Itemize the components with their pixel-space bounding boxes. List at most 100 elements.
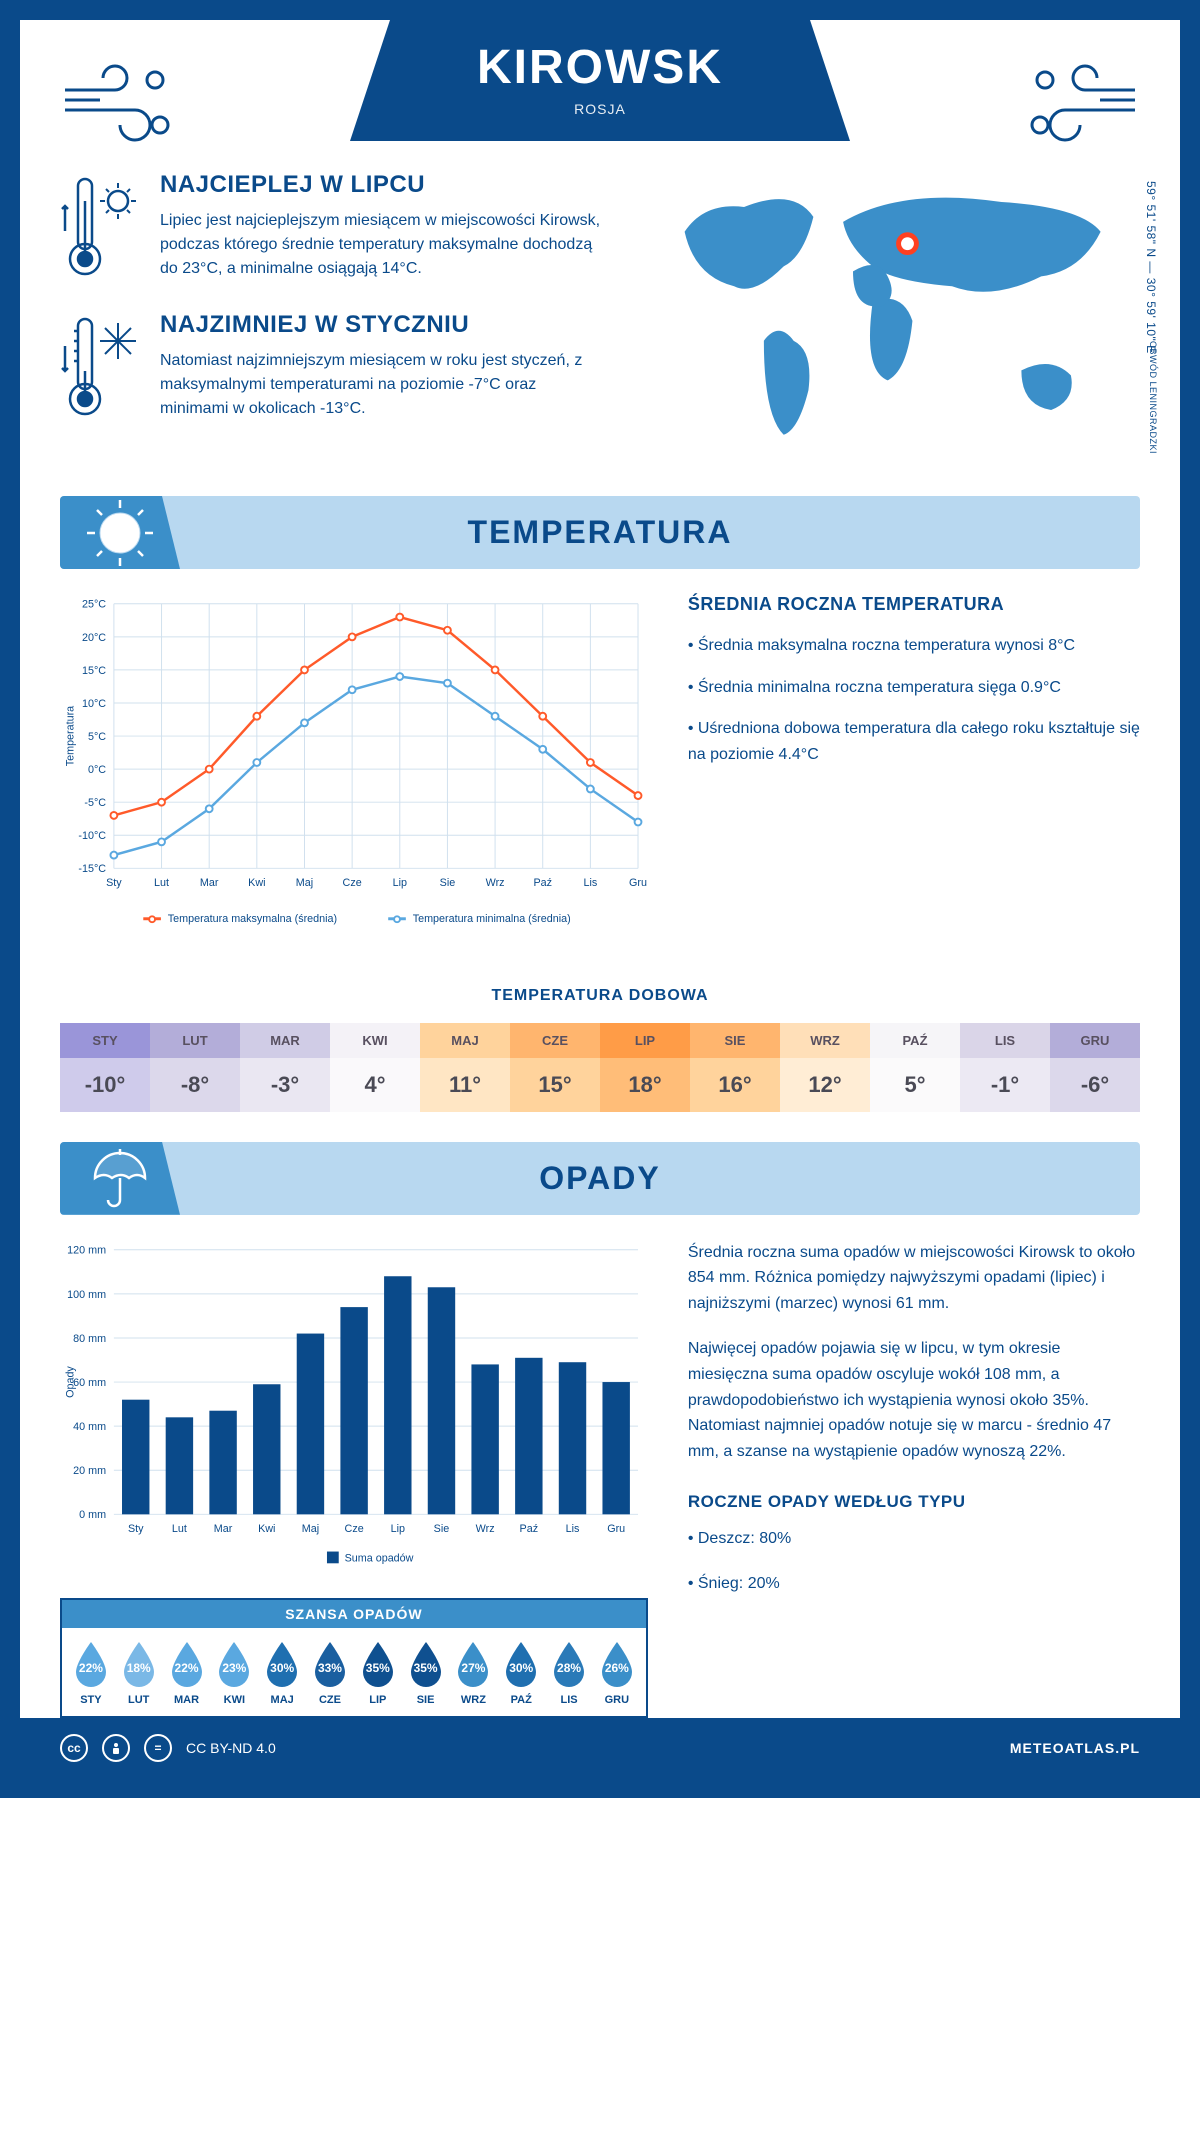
svg-text:Kwi: Kwi bbox=[258, 1523, 275, 1535]
precip-p1: Średnia roczna suma opadów w miejscowośc… bbox=[688, 1240, 1140, 1317]
svg-text:80 mm: 80 mm bbox=[73, 1333, 106, 1345]
svg-text:-15°C: -15°C bbox=[78, 863, 106, 875]
daily-cell: PAŹ5° bbox=[870, 1023, 960, 1112]
daily-cell: LIP18° bbox=[600, 1023, 690, 1112]
svg-text:120 mm: 120 mm bbox=[67, 1244, 106, 1256]
chance-cell: 28%LIS bbox=[546, 1640, 592, 1706]
svg-text:0 mm: 0 mm bbox=[79, 1509, 106, 1521]
svg-text:Wrz: Wrz bbox=[476, 1523, 495, 1535]
svg-text:Lut: Lut bbox=[154, 877, 169, 889]
umbrella-icon bbox=[85, 1143, 155, 1213]
svg-text:Gru: Gru bbox=[607, 1523, 625, 1535]
daily-cell: LIS-1° bbox=[960, 1023, 1050, 1112]
svg-text:Wrz: Wrz bbox=[486, 877, 505, 889]
svg-text:20°C: 20°C bbox=[82, 632, 106, 644]
svg-text:Suma opadów: Suma opadów bbox=[345, 1552, 414, 1564]
daily-cell: CZE15° bbox=[510, 1023, 600, 1112]
thermometer-snow-icon bbox=[60, 311, 140, 421]
svg-text:100 mm: 100 mm bbox=[67, 1288, 106, 1300]
precip-banner: OPADY bbox=[60, 1142, 1140, 1215]
svg-text:25°C: 25°C bbox=[82, 599, 106, 611]
svg-text:40 mm: 40 mm bbox=[73, 1421, 106, 1433]
svg-text:60 mm: 60 mm bbox=[73, 1377, 106, 1389]
by-icon bbox=[102, 1734, 130, 1762]
cc-icon: cc bbox=[60, 1734, 88, 1762]
svg-text:Maj: Maj bbox=[296, 877, 313, 889]
precip-summary: Średnia roczna suma opadów w miejscowośc… bbox=[688, 1240, 1140, 1617]
footer: cc = CC BY-ND 4.0 METEOATLAS.PL bbox=[20, 1718, 1180, 1778]
svg-text:Sie: Sie bbox=[434, 1523, 450, 1535]
svg-text:5°C: 5°C bbox=[88, 731, 106, 743]
temperature-line-chart: -15°C -10°C -5°C 0°C 5°C 10°C 15°C 20°C 25°C Sty L… bbox=[60, 594, 648, 952]
svg-text:Cze: Cze bbox=[345, 1523, 364, 1535]
svg-text:Maj: Maj bbox=[302, 1523, 319, 1535]
precip-snow: • Śnieg: 20% bbox=[688, 1571, 1140, 1597]
svg-text:Mar: Mar bbox=[214, 1523, 233, 1535]
svg-text:Lut: Lut bbox=[172, 1523, 187, 1535]
chance-cell: 27%WRZ bbox=[451, 1640, 497, 1706]
chance-cell: 22%MAR bbox=[164, 1640, 210, 1706]
chance-cell: 18%LUT bbox=[116, 1640, 162, 1706]
svg-text:-10°C: -10°C bbox=[78, 830, 106, 842]
svg-text:Opady: Opady bbox=[65, 1365, 77, 1397]
chance-cell: 26%GRU bbox=[594, 1640, 640, 1706]
temp-bullet-3: • Uśredniona dobowa temperatura dla całe… bbox=[688, 716, 1140, 767]
chance-cell: 33%CZE bbox=[307, 1640, 353, 1706]
temp-bullet-2: • Średnia minimalna roczna temperatura s… bbox=[688, 675, 1140, 701]
nd-icon: = bbox=[144, 1734, 172, 1762]
daily-cell: MAJ11° bbox=[420, 1023, 510, 1112]
chance-cell: 35%SIE bbox=[403, 1640, 449, 1706]
chance-cell: 35%LIP bbox=[355, 1640, 401, 1706]
warmest-title: NAJCIEPLEJ W LIPCU bbox=[160, 171, 605, 199]
title-ribbon: KIROWSK ROSJA bbox=[350, 20, 850, 141]
temp-summary-title: ŚREDNIA ROCZNA TEMPERATURA bbox=[688, 594, 1140, 615]
temperature-title: TEMPERATURA bbox=[60, 514, 1140, 551]
wind-icon bbox=[60, 60, 180, 150]
svg-text:Gru: Gru bbox=[629, 877, 647, 889]
daily-cell: MAR-3° bbox=[240, 1023, 330, 1112]
svg-text:Mar: Mar bbox=[200, 877, 219, 889]
svg-text:-5°C: -5°C bbox=[84, 797, 106, 809]
svg-text:10°C: 10°C bbox=[82, 698, 106, 710]
daily-cell: LUT-8° bbox=[150, 1023, 240, 1112]
svg-text:15°C: 15°C bbox=[82, 665, 106, 677]
daily-cell: STY-10° bbox=[60, 1023, 150, 1112]
svg-text:Temperatura: Temperatura bbox=[65, 706, 77, 766]
svg-text:Lis: Lis bbox=[566, 1523, 580, 1535]
thermometer-sun-icon bbox=[60, 171, 140, 281]
temperature-banner: TEMPERATURA bbox=[60, 496, 1140, 569]
chance-cell: 22%STY bbox=[68, 1640, 114, 1706]
warmest-fact: NAJCIEPLEJ W LIPCU Lipiec jest najcieple… bbox=[60, 171, 605, 281]
svg-text:Temperatura minimalna (średnia: Temperatura minimalna (średnia) bbox=[413, 913, 571, 925]
svg-text:Lip: Lip bbox=[391, 1523, 405, 1535]
precip-chance-box: SZANSA OPADÓW 22%STY18%LUT22%MAR23%KWI30… bbox=[60, 1598, 648, 1718]
world-map: 59° 51' 58" N — 30° 59' 10" E OBWÓD LENI… bbox=[645, 171, 1140, 456]
svg-text:Sty: Sty bbox=[106, 877, 122, 889]
sun-icon bbox=[85, 498, 155, 568]
daily-temp-table: STY-10°LUT-8°MAR-3°KWI4°MAJ11°CZE15°LIP1… bbox=[60, 1023, 1140, 1112]
svg-text:Temperatura maksymalna (średni: Temperatura maksymalna (średnia) bbox=[168, 913, 337, 925]
site-name: METEOATLAS.PL bbox=[1010, 1740, 1140, 1756]
precip-p2: Najwięcej opadów pojawia się w lipcu, w … bbox=[688, 1336, 1140, 1464]
precip-chance-title: SZANSA OPADÓW bbox=[62, 1600, 646, 1628]
svg-text:Paź: Paź bbox=[520, 1523, 539, 1535]
svg-text:Cze: Cze bbox=[343, 877, 362, 889]
coordinates: 59° 51' 58" N — 30° 59' 10" E bbox=[1144, 181, 1158, 354]
wind-icon bbox=[1020, 60, 1140, 150]
temp-bullet-1: • Średnia maksymalna roczna temperatura … bbox=[688, 633, 1140, 659]
precip-bar-chart: 0 mm20 mm40 mm60 mm80 mm100 mm120 mmStyL… bbox=[60, 1240, 648, 1718]
svg-text:Kwi: Kwi bbox=[248, 877, 265, 889]
daily-cell: SIE16° bbox=[690, 1023, 780, 1112]
daily-cell: KWI4° bbox=[330, 1023, 420, 1112]
warmest-text: Lipiec jest najcieplejszym miesiącem w m… bbox=[160, 209, 605, 281]
precip-title: OPADY bbox=[60, 1160, 1140, 1197]
coldest-text: Natomiast najzimniejszym miesiącem w rok… bbox=[160, 349, 605, 421]
region-label: OBWÓD LENINGRADZKI bbox=[1148, 341, 1158, 454]
header: KIROWSK ROSJA bbox=[60, 50, 1140, 141]
svg-text:0°C: 0°C bbox=[88, 764, 106, 776]
country-name: ROSJA bbox=[430, 101, 770, 117]
svg-text:Lis: Lis bbox=[583, 877, 597, 889]
svg-text:Sie: Sie bbox=[440, 877, 456, 889]
precip-type-title: ROCZNE OPADY WEDŁUG TYPU bbox=[688, 1488, 1140, 1515]
coldest-fact: NAJZIMNIEJ W STYCZNIU Natomiast najzimni… bbox=[60, 311, 605, 421]
